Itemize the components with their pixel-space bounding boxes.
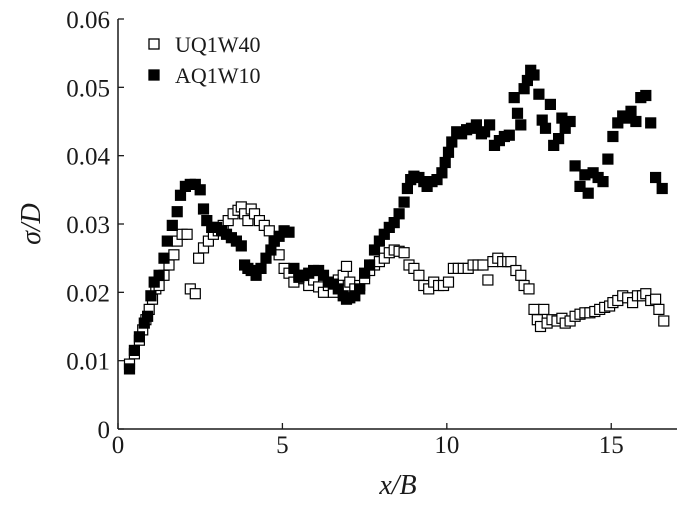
data-point-aq1w10 — [153, 269, 165, 281]
data-point-aq1w10 — [194, 184, 206, 196]
legend: UQ1W40 AQ1W10 — [148, 32, 261, 88]
data-point-aq1w10 — [645, 117, 657, 129]
data-point-aq1w10 — [161, 235, 173, 247]
data-point-aq1w10 — [503, 129, 515, 141]
data-point-aq1w10 — [597, 176, 609, 188]
data-point-uq1w40 — [653, 303, 665, 315]
data-point-uq1w40 — [242, 215, 254, 227]
data-point-uq1w40 — [523, 283, 535, 295]
data-point-aq1w10 — [255, 262, 267, 274]
data-point-aq1w10 — [656, 182, 668, 195]
data-point-aq1w10 — [197, 203, 210, 215]
data-point-uq1w40 — [340, 260, 353, 272]
data-point-aq1w10 — [128, 344, 140, 356]
data-point-uq1w40 — [477, 259, 489, 271]
legend-marker-uq1w40 — [148, 38, 160, 50]
data-point-aq1w10 — [439, 156, 451, 169]
y-tick-label: 0 — [98, 417, 111, 444]
data-point-uq1w40 — [413, 269, 425, 281]
data-point-aq1w10 — [564, 115, 576, 128]
data-point-aq1w10 — [123, 363, 136, 375]
data-point-aq1w10 — [436, 167, 448, 179]
y-tick-label: 0.04 — [66, 144, 110, 171]
data-point-aq1w10 — [640, 89, 652, 102]
data-point-aq1w10 — [533, 88, 545, 100]
data-point-uq1w40 — [168, 249, 180, 261]
data-point-uq1w40 — [515, 269, 527, 281]
data-point-aq1w10 — [145, 290, 157, 302]
data-point-uq1w40 — [538, 303, 550, 315]
data-point-aq1w10 — [552, 133, 565, 145]
data-point-aq1w10 — [171, 206, 183, 218]
data-point-aq1w10 — [442, 146, 455, 158]
data-point-aq1w10 — [133, 331, 145, 343]
y-axis-ticks: 0 0.01 0.02 0.03 0.04 0.05 0.06 — [66, 7, 124, 444]
data-point-uq1w40 — [263, 225, 275, 237]
x-tick-label: 0 — [112, 432, 125, 459]
data-point-uq1w40 — [193, 252, 205, 264]
x-axis-label: x/B — [378, 470, 416, 501]
y-tick-label: 0.03 — [66, 212, 110, 239]
data-point-aq1w10 — [582, 187, 594, 199]
data-point-aq1w10 — [508, 91, 520, 104]
data-point-aq1w10 — [166, 219, 178, 231]
y-tick-label: 0.01 — [66, 349, 110, 376]
data-point-aq1w10 — [354, 283, 366, 295]
data-point-aq1w10 — [511, 107, 524, 119]
x-tick-label: 5 — [276, 432, 289, 459]
y-tick-label: 0.05 — [66, 75, 110, 102]
data-point-uq1w40 — [189, 288, 201, 300]
data-point-uq1w40 — [398, 247, 410, 259]
data-point-aq1w10 — [364, 259, 376, 271]
legend-label-aq1w10: AQ1W10 — [175, 63, 261, 88]
y-axis-label: σ/D — [16, 203, 47, 245]
data-point-aq1w10 — [625, 105, 637, 117]
data-point-aq1w10 — [446, 136, 458, 148]
data-point-uq1w40 — [649, 293, 662, 305]
data-point-uq1w40 — [181, 228, 193, 240]
data-point-uq1w40 — [442, 276, 455, 288]
x-tick-label: 10 — [434, 432, 459, 459]
y-tick-label: 0.02 — [66, 280, 110, 307]
data-point-uq1w40 — [658, 315, 670, 327]
legend-marker-aq1w10 — [148, 69, 160, 81]
data-point-aq1w10 — [393, 208, 405, 220]
data-point-uq1w40 — [482, 274, 494, 286]
data-point-aq1w10 — [283, 226, 295, 238]
data-point-aq1w10 — [574, 180, 586, 192]
data-point-aq1w10 — [528, 69, 540, 81]
y-tick-label: 0.06 — [66, 7, 110, 34]
data-point-aq1w10 — [630, 115, 642, 128]
data-point-aq1w10 — [235, 240, 247, 252]
x-axis-ticks: 0 5 10 15 — [112, 423, 624, 459]
data-point-aq1w10 — [539, 122, 552, 134]
data-point-aq1w10 — [515, 119, 527, 131]
data-point-aq1w10 — [607, 130, 619, 143]
data-point-aq1w10 — [544, 98, 557, 111]
data-point-aq1w10 — [398, 196, 410, 208]
data-point-aq1w10 — [158, 252, 170, 264]
data-point-aq1w10 — [484, 119, 496, 131]
data-point-aq1w10 — [569, 160, 581, 172]
legend-label-uq1w40: UQ1W40 — [175, 32, 261, 57]
data-point-aq1w10 — [649, 171, 662, 184]
data-point-aq1w10 — [142, 310, 154, 322]
data-point-aq1w10 — [602, 153, 614, 165]
data-markers — [123, 64, 670, 375]
x-tick-label: 15 — [599, 432, 624, 459]
data-point-uq1w40 — [528, 303, 540, 315]
